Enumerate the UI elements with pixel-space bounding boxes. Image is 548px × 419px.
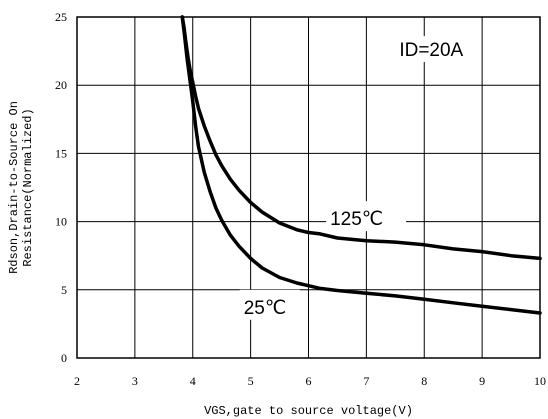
series-line-125 (180, 15, 542, 261)
x-tick-label: 9 (479, 374, 485, 388)
y-axis-label-line-2: Resistance(Normalized) (21, 108, 35, 266)
y-tick-label: 20 (55, 78, 67, 92)
x-axis-label: VGS,gate to source voltage(V) (204, 404, 413, 418)
grid (76, 16, 541, 359)
condition-label-background (395, 36, 474, 63)
curves (180, 15, 542, 315)
x-tick-label: 3 (132, 374, 138, 388)
x-tick-label: 4 (190, 374, 196, 388)
series-125-label: 125℃ (330, 209, 383, 230)
x-tick-label: 5 (248, 374, 254, 388)
plot-frame (76, 16, 541, 359)
condition-label: ID=20A (399, 40, 463, 61)
tick-labels: 2 3 4 5 6 7 8 9 10 0 5 10 15 20 25 (55, 10, 546, 388)
series-line-25 (180, 15, 542, 315)
x-tick-label: 8 (421, 374, 427, 388)
x-tick-label: 7 (363, 374, 369, 388)
y-axis-label: Rdson,Drain-to-Source On Resistance(Norm… (7, 101, 35, 274)
x-tick-label: 2 (74, 374, 80, 388)
y-tick-label: 0 (61, 351, 67, 365)
x-tick-label: 6 (306, 374, 312, 388)
y-tick-label: 25 (55, 10, 67, 24)
x-tick-label: 10 (534, 374, 546, 388)
y-tick-label: 10 (55, 215, 67, 229)
y-tick-label: 5 (61, 283, 67, 297)
series-25-label-background (239, 289, 300, 320)
y-axis-label-line-1: Rdson,Drain-to-Source On (7, 101, 21, 274)
series-125-label-background (326, 201, 407, 232)
series-25-label: 25℃ (244, 298, 286, 319)
y-tick-label: 15 (55, 146, 67, 160)
